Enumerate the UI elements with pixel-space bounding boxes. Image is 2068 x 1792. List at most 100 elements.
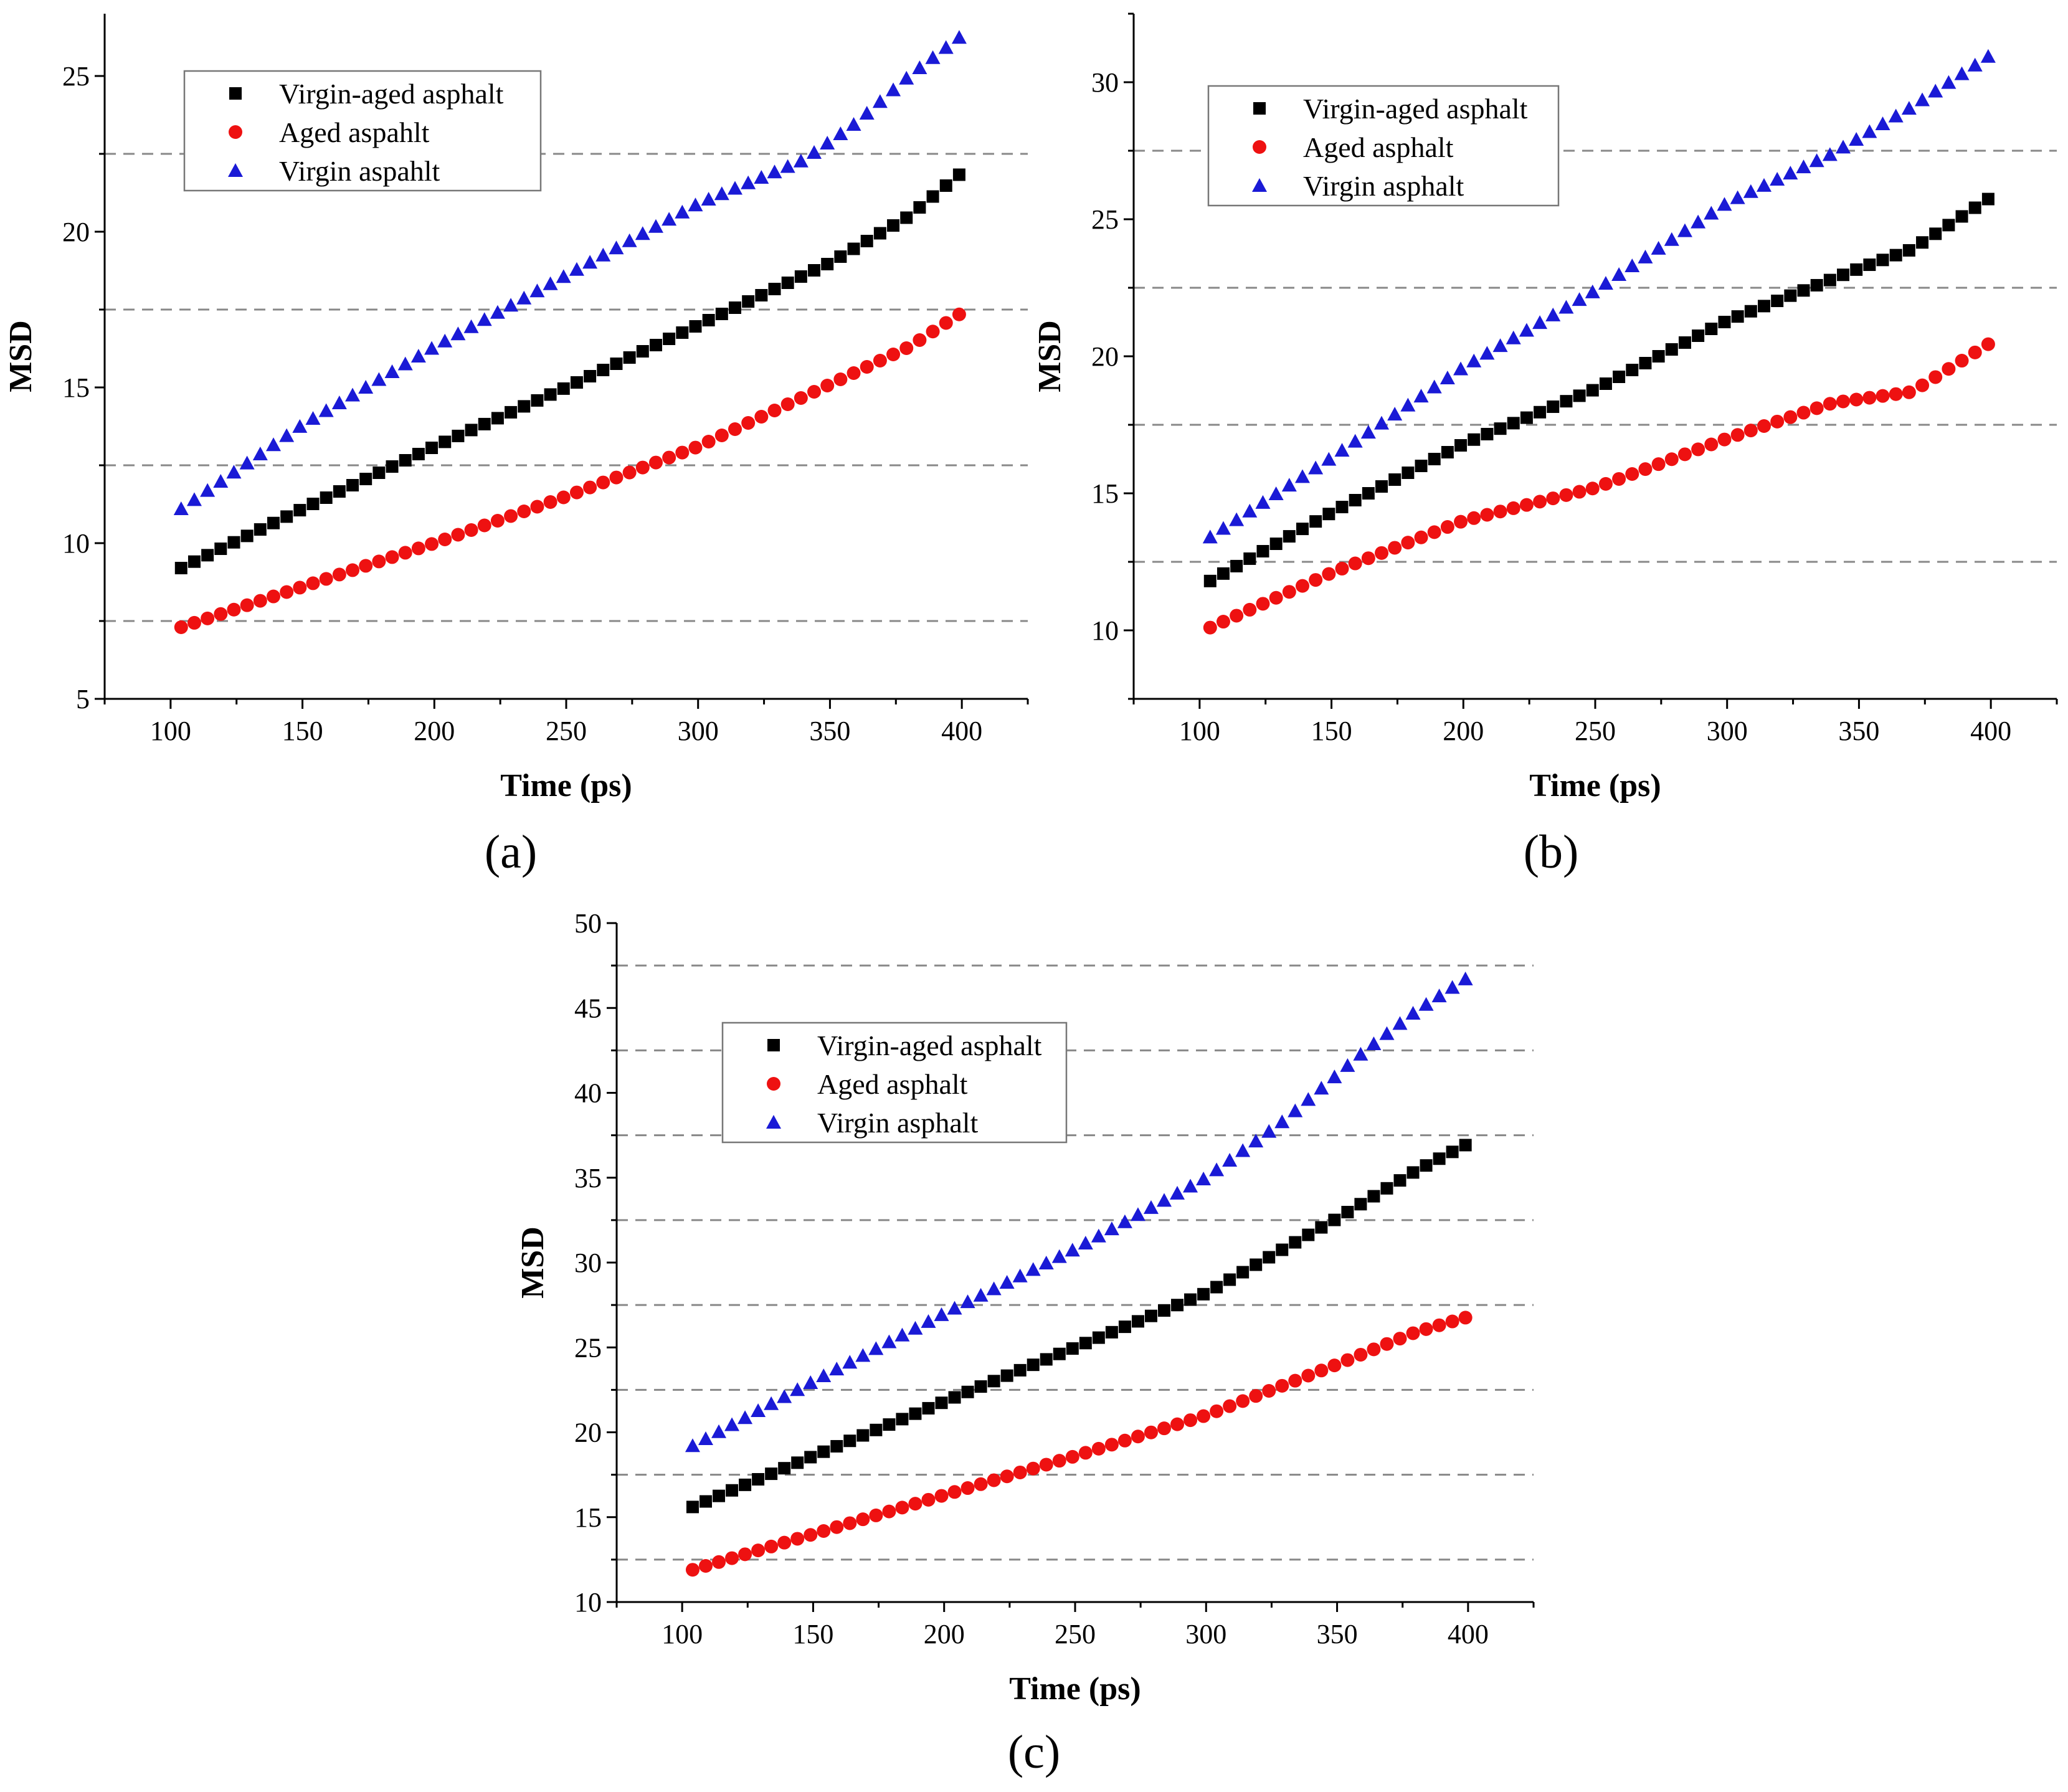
data-point xyxy=(767,164,782,179)
data-point xyxy=(1705,323,1718,335)
x-tick-label-c: 100 xyxy=(662,1619,703,1649)
data-point xyxy=(1479,346,1495,360)
data-point xyxy=(1809,153,1824,168)
x-tick-label-a: 350 xyxy=(809,716,850,746)
data-point xyxy=(1638,462,1653,476)
data-point xyxy=(842,1355,858,1369)
data-point xyxy=(685,1438,700,1453)
data-point xyxy=(293,504,306,517)
data-point xyxy=(1157,1421,1171,1436)
data-point xyxy=(935,1396,948,1410)
data-point xyxy=(1532,315,1548,329)
data-point xyxy=(873,227,886,240)
x-tick-label-b: 200 xyxy=(1443,716,1484,746)
data-point xyxy=(635,226,650,240)
data-point xyxy=(1393,1332,1407,1346)
data-point xyxy=(649,339,662,351)
data-point xyxy=(280,585,294,599)
legend-marker xyxy=(766,1115,781,1129)
data-point xyxy=(860,235,873,247)
data-point xyxy=(702,314,715,326)
data-point xyxy=(596,475,610,490)
x-tick-label-a: 150 xyxy=(282,716,323,746)
data-point xyxy=(252,446,268,460)
data-point xyxy=(1261,1124,1277,1138)
data-point xyxy=(410,349,426,363)
legend-marker xyxy=(1253,140,1266,154)
data-point xyxy=(807,385,822,399)
data-point xyxy=(1104,1221,1119,1236)
data-point xyxy=(833,372,848,386)
data-point xyxy=(1862,124,1877,138)
x-tick-label-b: 250 xyxy=(1575,716,1616,746)
data-point xyxy=(1210,1281,1223,1294)
data-point xyxy=(847,242,860,255)
data-point xyxy=(764,1396,779,1410)
data-point xyxy=(986,1281,1002,1296)
data-point xyxy=(1598,476,1613,491)
data-point xyxy=(859,106,875,120)
data-point xyxy=(894,1327,910,1342)
data-point xyxy=(868,1341,884,1355)
data-point xyxy=(728,422,742,436)
data-point xyxy=(463,319,479,333)
data-point xyxy=(934,1489,949,1503)
data-point xyxy=(780,159,795,173)
data-point xyxy=(856,1512,870,1527)
data-point xyxy=(1691,442,1705,457)
data-point xyxy=(908,1320,923,1335)
data-point xyxy=(1295,579,1309,593)
data-point xyxy=(1611,267,1627,282)
data-point xyxy=(1294,469,1310,483)
data-point xyxy=(688,440,703,455)
data-point xyxy=(1301,1092,1316,1106)
data-point xyxy=(934,1307,949,1321)
data-point xyxy=(1889,387,1903,401)
data-point xyxy=(465,424,478,437)
data-point xyxy=(1235,1143,1251,1157)
data-point xyxy=(1349,494,1362,506)
data-point xyxy=(1849,131,1864,146)
x-tick-label-c: 150 xyxy=(792,1619,833,1649)
data-point xyxy=(1433,1152,1446,1165)
data-point xyxy=(1302,1228,1315,1241)
data-point xyxy=(951,30,967,44)
data-point xyxy=(1243,552,1256,565)
data-point xyxy=(1052,1454,1066,1468)
data-point xyxy=(1467,511,1481,525)
data-point xyxy=(1559,488,1573,502)
data-point xyxy=(1027,1358,1040,1372)
data-point xyxy=(1321,452,1337,466)
data-point xyxy=(1375,480,1388,493)
data-point xyxy=(1533,495,1547,509)
data-point xyxy=(452,429,465,442)
data-point xyxy=(698,1559,713,1573)
data-point xyxy=(1223,1399,1237,1413)
x-tick-label-a: 400 xyxy=(941,716,982,746)
x-tick-label-b: 350 xyxy=(1838,716,1879,746)
data-point xyxy=(1862,391,1877,405)
data-point xyxy=(1888,108,1904,123)
data-point xyxy=(755,289,768,301)
data-point xyxy=(1203,620,1217,635)
data-point xyxy=(780,397,795,411)
legend-label-c: Aged asphalt xyxy=(817,1068,968,1100)
data-point xyxy=(1625,258,1640,272)
y-axis-label-a: MSD xyxy=(3,320,39,392)
data-point xyxy=(372,554,386,569)
data-point xyxy=(1249,1389,1263,1403)
data-point xyxy=(1256,544,1269,557)
data-point xyxy=(279,428,295,442)
data-point xyxy=(530,500,544,514)
data-point xyxy=(952,307,966,321)
series-c-0 xyxy=(686,1139,1472,1514)
legend-marker xyxy=(229,87,242,100)
data-point xyxy=(881,1334,897,1349)
data-point xyxy=(1718,316,1731,328)
data-point xyxy=(1170,1417,1185,1431)
data-point xyxy=(1328,1213,1341,1226)
data-point xyxy=(1810,401,1824,415)
data-point xyxy=(939,179,952,192)
data-point xyxy=(830,1439,843,1453)
data-point xyxy=(741,175,756,189)
